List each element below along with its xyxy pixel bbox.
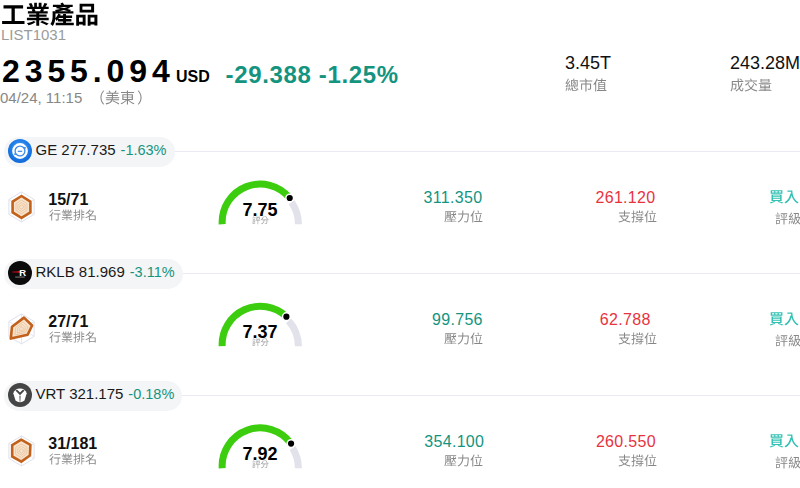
svg-text:R: R xyxy=(19,266,26,277)
